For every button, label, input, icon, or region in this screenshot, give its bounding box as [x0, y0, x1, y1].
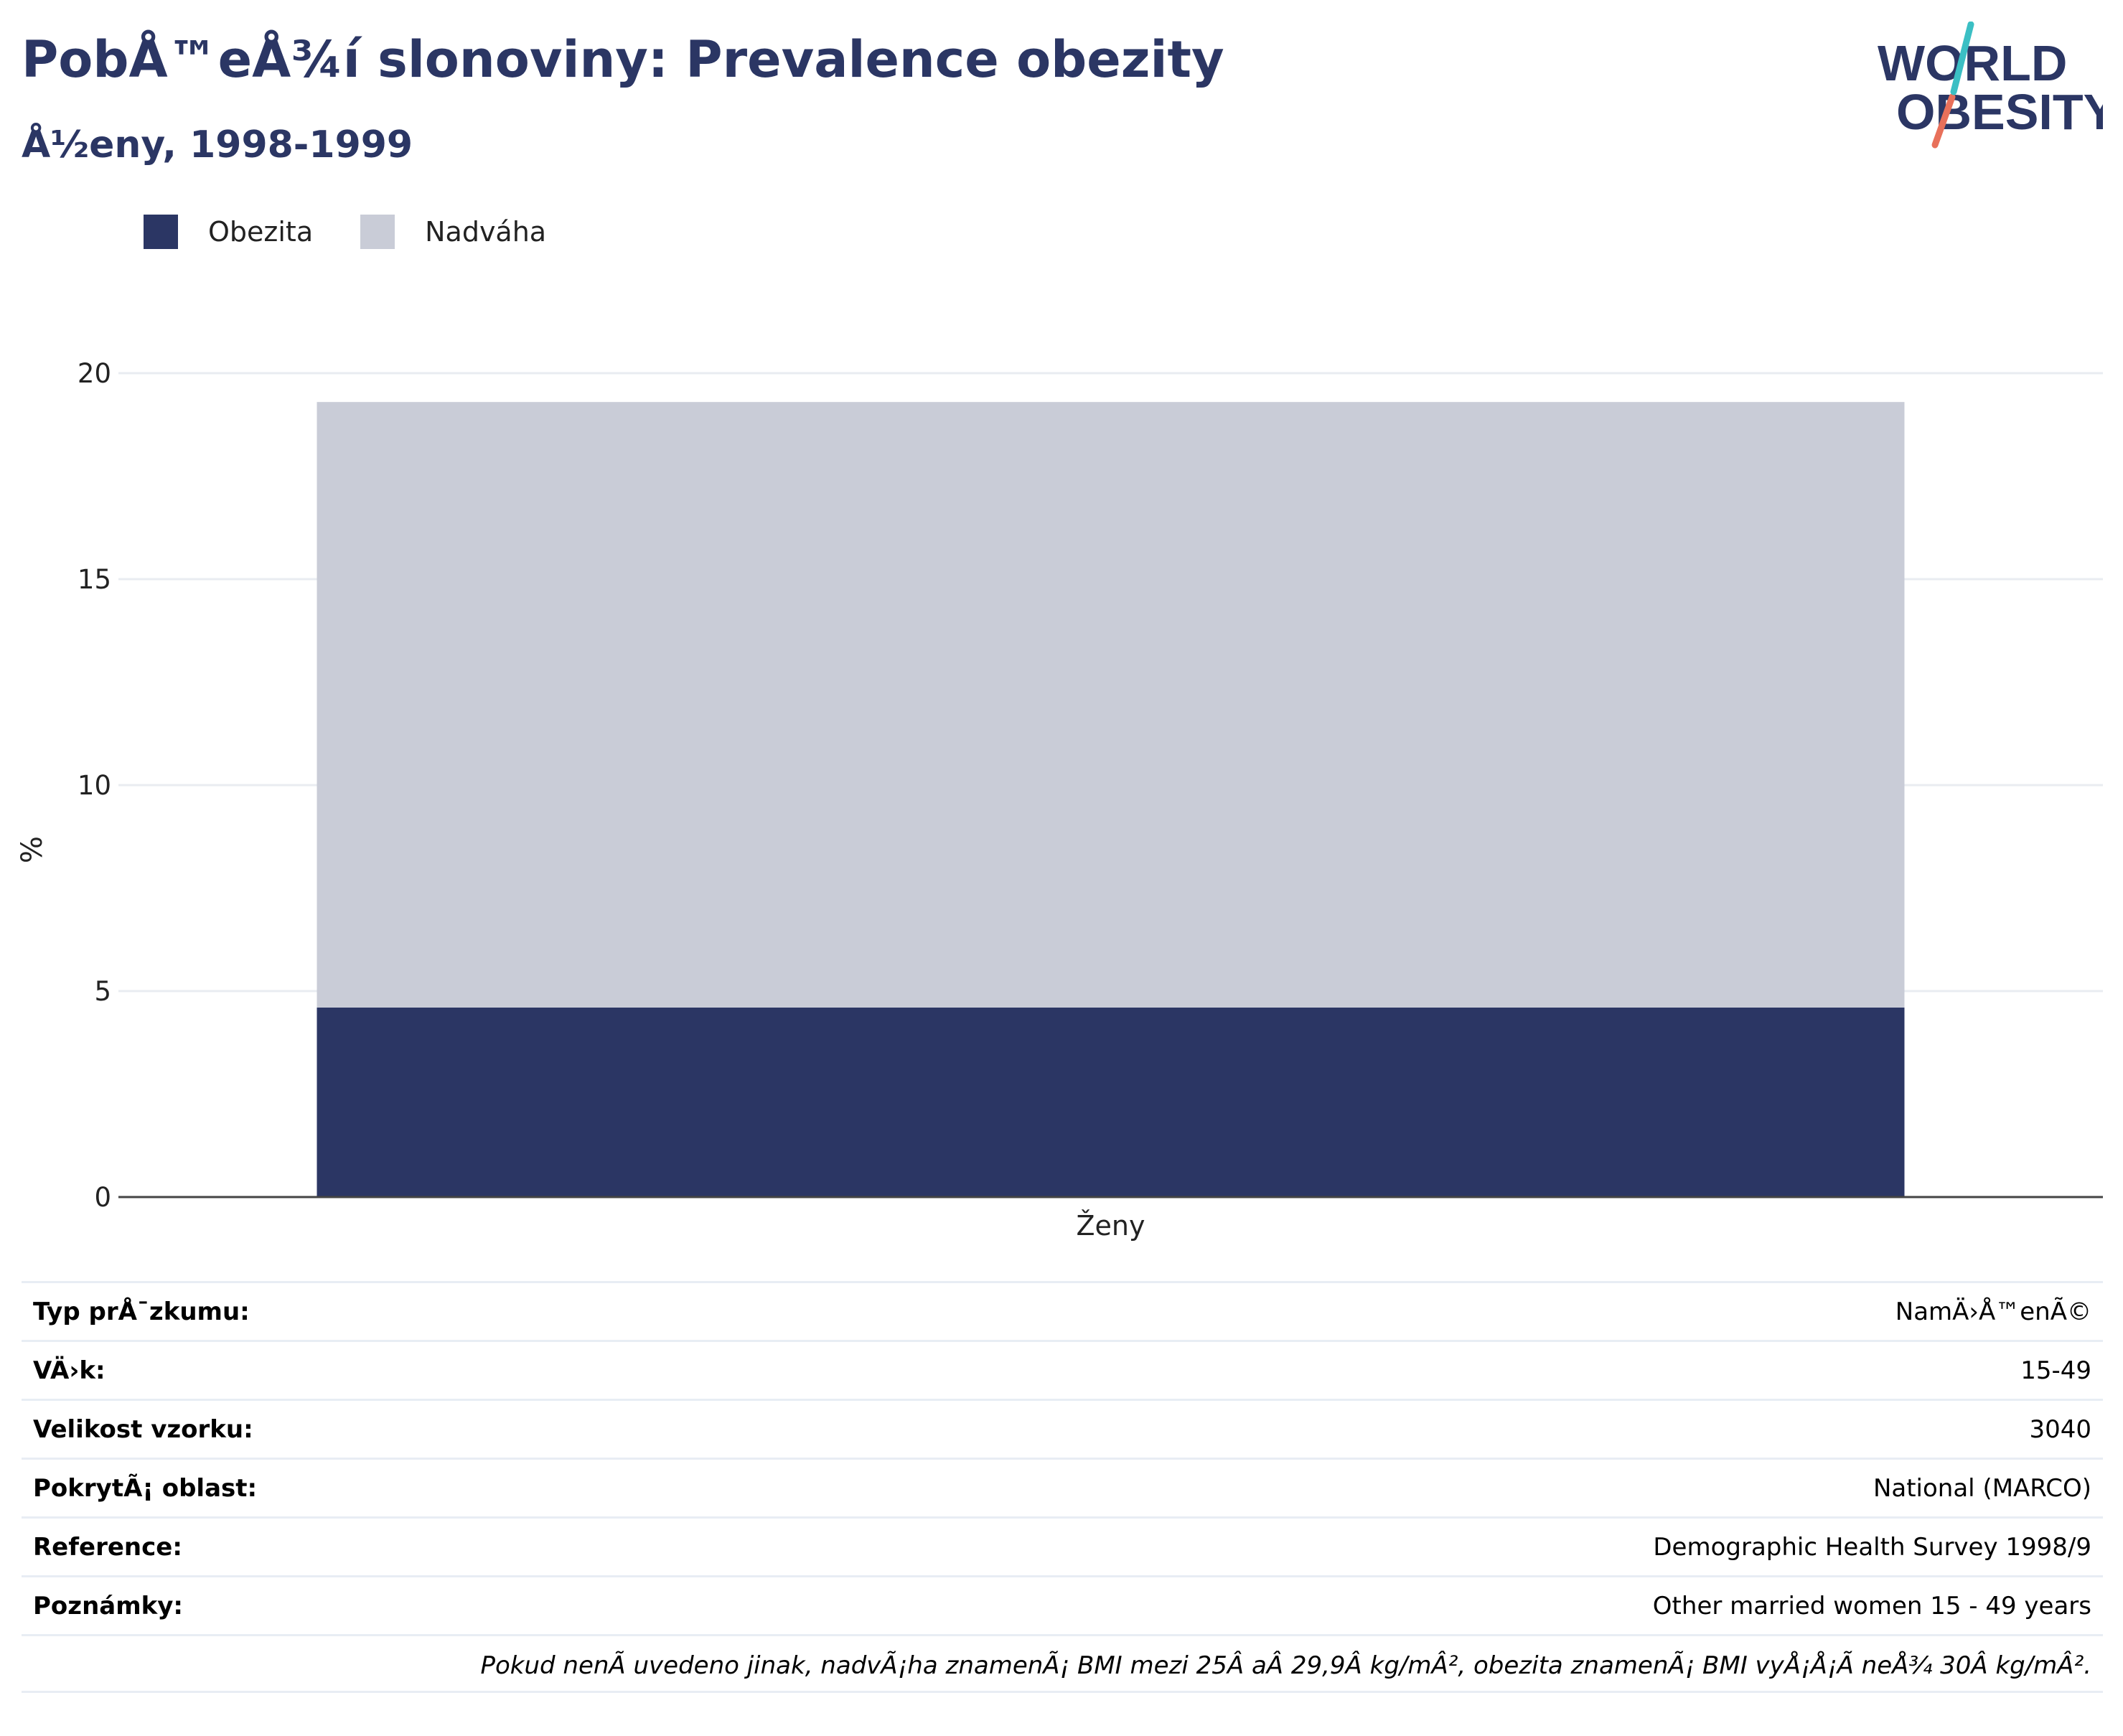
info-row: PokrytÃ¡ oblast: National (MARCO) [22, 1458, 2103, 1516]
info-value: 3040 [2029, 1414, 2091, 1444]
info-row: Poznámky: Other married women 15 - 49 yea… [22, 1575, 2103, 1634]
legend-item-nadvaha: Nadváha [360, 215, 546, 249]
x-axis-ticks: Ženy [1077, 1210, 1145, 1242]
legend-swatch-nadvaha [360, 215, 395, 249]
bar-segment-obezita [317, 1007, 1905, 1197]
logo-coral-slash [1931, 93, 1956, 149]
y-axis-ticks: 0 5 10 15 20 [78, 358, 111, 1213]
info-value: NamÄ›Å™enÃ© [1895, 1297, 2091, 1326]
legend-label-obezita: Obezita [208, 216, 314, 248]
info-label: Typ prÅ¯zkumu: [33, 1297, 250, 1326]
page-title: PobÅ™eÅ¾í slonoviny: Prevalence obezity [22, 30, 1224, 89]
logo-text-obesity: OBESITY [1896, 84, 2103, 140]
y-tick-label: 10 [78, 770, 111, 801]
info-label: Poznámky: [33, 1591, 184, 1620]
info-label: VÄ›k: [33, 1356, 106, 1385]
logo-text-world: WORLD [1878, 35, 2067, 91]
legend-label-nadvaha: Nadváha [425, 216, 547, 248]
y-tick-label: 0 [94, 1182, 111, 1213]
info-label: Reference: [33, 1532, 182, 1562]
chart-bars [317, 402, 1905, 1197]
logo-teal-slash [1950, 22, 1974, 95]
chart-legend: Obezita Nadváha [144, 212, 594, 251]
page-subtitle: Å½eny, 1998-1999 [22, 123, 413, 166]
info-label: Velikost vzorku: [33, 1414, 253, 1444]
info-value: Demographic Health Survey 1998/9 [1653, 1532, 2091, 1562]
y-tick-label: 5 [94, 976, 111, 1007]
info-value: 15-49 [2020, 1356, 2091, 1385]
world-obesity-logo: WORLD OBESITY [1878, 22, 2103, 149]
info-row: Reference: Demographic Health Survey 1998… [22, 1516, 2103, 1575]
info-value: National (MARCO) [1873, 1473, 2091, 1503]
footnote: Pokud nenÃ uvedeno jinak, nadvÃ¡ha zname… [22, 1634, 2103, 1693]
y-tick-label: 15 [78, 564, 111, 595]
x-tick-label: Ženy [1077, 1210, 1145, 1242]
info-table: Typ prÅ¯zkumu: NamÄ›Å™enÃ© VÄ›k: 15-49 Velik… [22, 1281, 2103, 1693]
y-tick-label: 20 [78, 358, 111, 389]
info-value: Other married women 15 - 49 years [1652, 1591, 2091, 1620]
info-row: Velikost vzorku: 3040 [22, 1399, 2103, 1458]
bar-segment-nadvaha [317, 402, 1905, 1008]
y-axis-label: % [16, 836, 49, 863]
info-label: PokrytÃ¡ oblast: [33, 1473, 258, 1503]
stacked-bar-chart: 0 5 10 15 20 Ženy % [16, 358, 2103, 1242]
legend-item-obezita: Obezita [144, 215, 313, 249]
legend-swatch-obezita [144, 215, 178, 249]
info-row: VÄ›k: 15-49 [22, 1340, 2103, 1399]
info-row: Typ prÅ¯zkumu: NamÄ›Å™enÃ© [22, 1281, 2103, 1340]
